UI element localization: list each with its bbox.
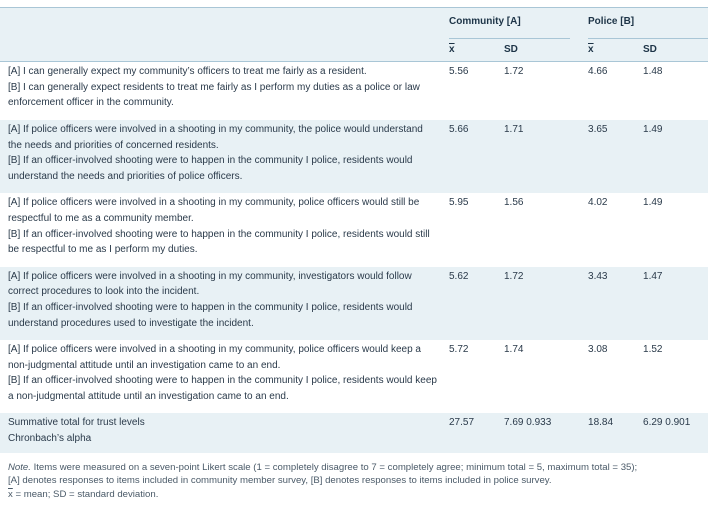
note-line3: = mean; SD = standard deviation. bbox=[12, 488, 159, 500]
sd-header: SD bbox=[643, 38, 708, 63]
police-sd: 1.49 bbox=[643, 197, 663, 209]
mean-header: x bbox=[588, 43, 594, 55]
police-mean: 3.43 bbox=[588, 270, 608, 282]
item-police: [B] If an officer-involved shooting were… bbox=[8, 228, 430, 256]
summary-b-sd: 6.29 0.901 bbox=[643, 417, 691, 429]
police-mean: 4.66 bbox=[588, 66, 608, 78]
police-sd: 1.49 bbox=[643, 123, 663, 135]
item-community: [A] If police officers were involved in … bbox=[8, 270, 412, 298]
summary-row: Summative total for trust levels Chronbac… bbox=[0, 413, 708, 453]
community-sd: 1.72 bbox=[504, 66, 524, 78]
item-police: [B] If an officer-involved shooting were… bbox=[8, 155, 413, 182]
police-sd: 1.47 bbox=[643, 270, 663, 282]
item-police: [B] If an officer-involved shooting were… bbox=[8, 301, 413, 329]
item-police: [B] I can generally expect residents to … bbox=[8, 81, 420, 109]
sd-header: SD bbox=[504, 38, 589, 63]
table-note: Note. Items were measured on a seven-poi… bbox=[8, 461, 708, 502]
table-row: [A] If police officers were involved in … bbox=[0, 193, 708, 266]
police-mean: 3.08 bbox=[588, 344, 608, 356]
summary-a-mean: 27.57 bbox=[449, 417, 475, 429]
note-prefix: Note. bbox=[8, 461, 31, 473]
header-sub-row: x SD x SD bbox=[0, 38, 708, 63]
trust-table: Community [A] Police [B] x SD x SD [A] I… bbox=[0, 7, 708, 453]
summary-a-sd: 7.69 0.933 bbox=[504, 417, 552, 429]
table-row: [A] If police officers were involved in … bbox=[0, 340, 708, 413]
item-community: [A] I can generally expect my community’… bbox=[8, 66, 367, 78]
note-line2: [A] denotes responses to items included … bbox=[8, 475, 552, 487]
community-sd: 1.56 bbox=[504, 197, 524, 209]
group-community: Community [A] bbox=[449, 14, 571, 39]
community-sd: 1.72 bbox=[504, 270, 524, 282]
table-row: [A] If police officers were involved in … bbox=[0, 119, 708, 194]
group-police: Police [B] bbox=[588, 14, 708, 39]
community-mean: 5.62 bbox=[449, 270, 469, 282]
police-mean: 3.65 bbox=[588, 123, 608, 135]
community-mean: 5.95 bbox=[449, 197, 469, 209]
header-group-row: Community [A] Police [B] bbox=[0, 7, 708, 39]
community-sd: 1.74 bbox=[504, 344, 524, 356]
alpha-label: Chronbach’s alpha bbox=[8, 433, 92, 445]
police-mean: 4.02 bbox=[588, 197, 608, 209]
community-mean: 5.56 bbox=[449, 66, 469, 78]
community-sd: 1.71 bbox=[504, 123, 524, 135]
item-community: [A] If police officers were involved in … bbox=[8, 344, 421, 371]
police-sd: 1.48 bbox=[643, 66, 663, 78]
table-row: [A] I can generally expect my community’… bbox=[0, 62, 708, 120]
summary-label: Summative total for trust levels bbox=[8, 417, 145, 429]
mean-header: x bbox=[449, 43, 455, 55]
note-line1: Items were measured on a seven-point Lik… bbox=[30, 461, 638, 473]
item-community: [A] If police officers were involved in … bbox=[8, 123, 423, 151]
community-mean: 5.66 bbox=[449, 123, 469, 135]
police-sd: 1.52 bbox=[643, 344, 663, 356]
item-community: [A] If police officers were involved in … bbox=[8, 197, 420, 224]
table-row: [A] If police officers were involved in … bbox=[0, 266, 708, 341]
item-police: [B] If an officer-involved shooting were… bbox=[8, 375, 437, 402]
community-mean: 5.72 bbox=[449, 344, 469, 356]
summary-b-mean: 18.84 bbox=[588, 417, 614, 429]
